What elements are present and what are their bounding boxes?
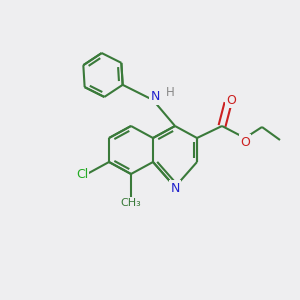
Text: O: O: [226, 94, 236, 106]
Text: O: O: [240, 136, 250, 148]
Text: N: N: [150, 91, 160, 103]
Text: H: H: [166, 85, 174, 98]
Text: N: N: [170, 182, 180, 194]
Text: Cl: Cl: [76, 167, 88, 181]
Text: CH₃: CH₃: [121, 198, 141, 208]
